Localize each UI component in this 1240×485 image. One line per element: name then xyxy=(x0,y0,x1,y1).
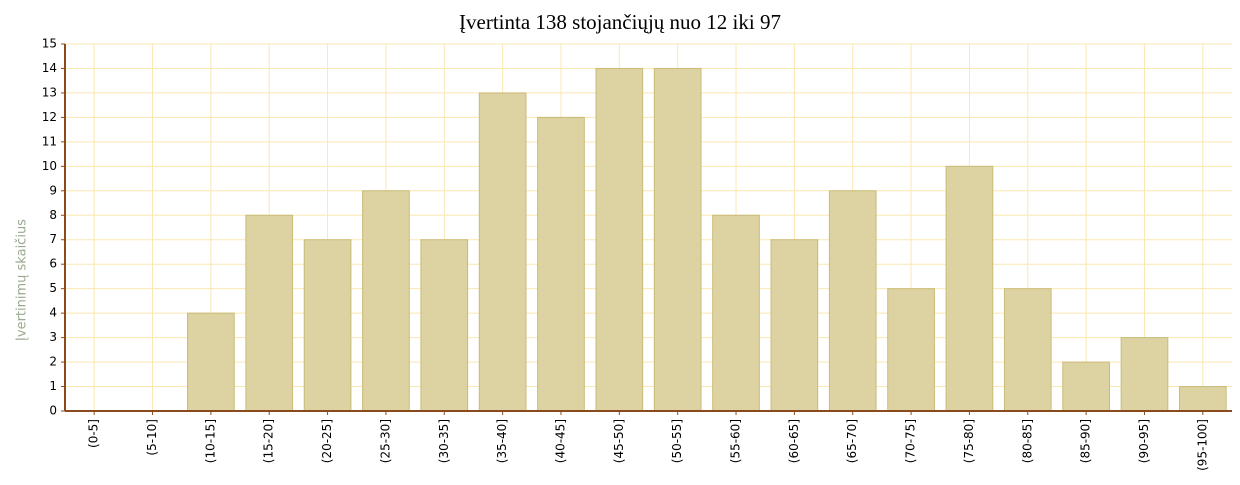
x-tick-label: (25-30] xyxy=(378,419,392,463)
y-tick-label: 14 xyxy=(42,61,57,75)
bar xyxy=(1120,337,1169,412)
y-tick-label: 11 xyxy=(42,134,57,148)
y-tick-label: 2 xyxy=(49,355,57,369)
y-tick-label: 3 xyxy=(49,330,57,344)
x-tick-label: (45-50] xyxy=(612,419,626,463)
x-tick-label: (55-60] xyxy=(729,419,743,463)
bar xyxy=(478,92,527,412)
bar xyxy=(712,214,760,412)
bar xyxy=(362,190,410,412)
x-tick-label: (0-5] xyxy=(87,419,101,448)
bar xyxy=(653,67,702,412)
bar xyxy=(187,312,235,412)
bar xyxy=(420,239,469,412)
y-tick-label: 4 xyxy=(49,306,57,320)
y-tick-label: 8 xyxy=(49,208,57,222)
y-tick-label: 12 xyxy=(42,110,57,124)
bar xyxy=(828,190,877,412)
y-tick-label: 0 xyxy=(49,404,57,418)
x-tick-label: (40-45] xyxy=(553,419,567,463)
x-tick-label: (20-25] xyxy=(320,419,334,463)
bar xyxy=(1178,386,1227,412)
x-tick-label: (5-10] xyxy=(145,419,159,456)
x-tick-label: (90-95] xyxy=(1137,419,1151,463)
bar xyxy=(303,239,352,412)
x-tick-label: (10-15] xyxy=(203,419,217,463)
bar xyxy=(1003,288,1052,412)
y-tick-label: 13 xyxy=(42,85,57,99)
bar xyxy=(770,239,819,412)
x-tick-label: (35-40] xyxy=(495,419,509,463)
x-tick-label: (95-100] xyxy=(1195,419,1209,471)
y-tick-label: 10 xyxy=(42,159,57,173)
bar xyxy=(1062,361,1110,412)
x-tick-label: (70-75] xyxy=(904,419,918,463)
bar xyxy=(945,165,994,412)
x-tick-label: (60-65] xyxy=(787,419,801,463)
x-tick-label: (65-70] xyxy=(845,419,859,463)
x-tick-label: (80-85] xyxy=(1020,419,1034,463)
x-tick-label: (75-80] xyxy=(962,419,976,463)
x-tick-label: (30-35] xyxy=(437,419,451,463)
y-tick-label: 6 xyxy=(49,257,57,271)
bar xyxy=(595,67,644,412)
y-tick-label: 5 xyxy=(49,281,57,295)
y-tick-label: 7 xyxy=(49,232,57,246)
chart-title: Įvertinta 138 stojančiųjų nuo 12 iki 97 xyxy=(459,10,781,34)
bar xyxy=(245,214,294,412)
x-tick-label: (50-55] xyxy=(670,419,684,463)
bar xyxy=(887,288,935,412)
y-tick-label: 9 xyxy=(49,183,57,197)
x-tick-label: (85-90] xyxy=(1079,419,1093,463)
x-tick-label: (15-20] xyxy=(262,419,276,463)
bar xyxy=(537,116,585,412)
y-tick-label: 1 xyxy=(49,379,57,393)
y-tick-label: 15 xyxy=(42,37,57,51)
y-axis-title: Įvertinimų skaičius xyxy=(15,219,30,341)
